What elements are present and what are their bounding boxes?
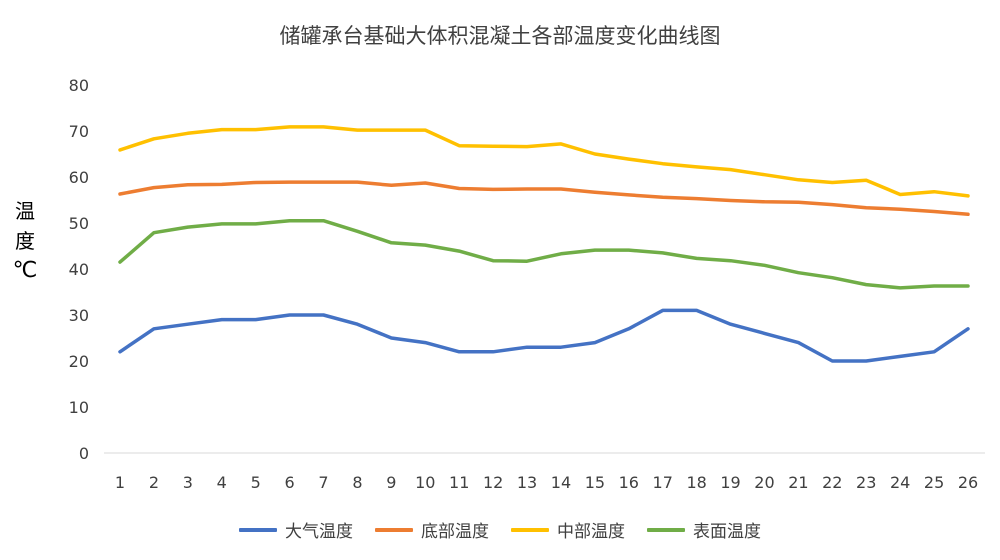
series-line-2	[118, 180, 970, 217]
x-tick-label: 21	[788, 473, 808, 492]
series-lines	[118, 125, 970, 363]
legend-label: 中部温度	[557, 522, 625, 542]
x-tick-label: 13	[517, 473, 537, 492]
x-tick-label: 18	[686, 473, 706, 492]
series-line-1	[118, 308, 970, 363]
x-tick-label: 12	[483, 473, 503, 492]
x-tick-label: 9	[386, 473, 396, 492]
series-line-3	[118, 125, 970, 198]
series-line-4	[118, 218, 970, 290]
x-tick-label: 16	[619, 473, 639, 492]
y-tick-labels: 0 10 20 30 40 50 60 70 80	[69, 76, 89, 463]
x-tick-label: 3	[183, 473, 193, 492]
x-tick-label: 1	[115, 473, 125, 492]
x-tick-label: 10	[415, 473, 435, 492]
x-tick-label: 24	[890, 473, 910, 492]
x-tick-label: 2	[149, 473, 159, 492]
legend-item: 中部温度	[511, 517, 625, 542]
legend-swatch	[375, 527, 413, 532]
legend: 大气温度 底部温度 中部温度 表面温度	[0, 517, 1000, 542]
legend-item: 底部温度	[375, 517, 489, 542]
x-tick-label: 17	[653, 473, 673, 492]
y-tick-label: 10	[69, 398, 89, 417]
x-tick-label: 23	[856, 473, 876, 492]
x-tick-label: 25	[924, 473, 944, 492]
legend-swatch	[647, 527, 685, 532]
y-tick-label: 20	[69, 352, 89, 371]
y-axis-unit: ℃	[12, 258, 38, 283]
y-tick-label: 60	[69, 168, 89, 187]
x-tick-label: 19	[720, 473, 740, 492]
y-tick-label: 0	[79, 444, 89, 463]
x-tick-label: 15	[585, 473, 605, 492]
y-axis-label: 温 度 ℃	[8, 196, 42, 286]
legend-item: 大气温度	[239, 517, 353, 542]
legend-label: 大气温度	[285, 522, 353, 542]
legend-swatch	[511, 527, 549, 532]
y-tick-label: 50	[69, 214, 89, 233]
x-tick-label: 26	[958, 473, 978, 492]
y-tick-label: 80	[69, 76, 89, 95]
x-tick-label: 8	[352, 473, 362, 492]
y-axis-label-char: 温	[15, 199, 35, 223]
y-axis-label-char: 度	[15, 229, 35, 253]
legend-label: 表面温度	[693, 522, 761, 542]
x-tick-label: 4	[217, 473, 227, 492]
x-tick-label: 5	[251, 473, 261, 492]
x-tick-label: 7	[318, 473, 328, 492]
y-tick-label: 30	[69, 306, 89, 325]
x-tick-labels: 1 2 3 4 5 6 7 8 9 10 11 12 13 14 15 16 17 18 19 20 21 22 23 24 2…	[115, 473, 978, 492]
x-tick-label: 14	[551, 473, 571, 492]
x-tick-label: 6	[285, 473, 295, 492]
chart-title: 储罐承台基础大体积混凝土各部温度变化曲线图	[279, 24, 721, 48]
legend-item: 表面温度	[647, 517, 761, 542]
legend-swatch	[239, 527, 277, 532]
x-tick-label: 22	[822, 473, 842, 492]
x-tick-label: 11	[449, 473, 469, 492]
legend-label: 底部温度	[421, 522, 489, 542]
y-tick-label: 70	[69, 122, 89, 141]
x-tick-label: 20	[754, 473, 774, 492]
y-tick-label: 40	[69, 260, 89, 279]
